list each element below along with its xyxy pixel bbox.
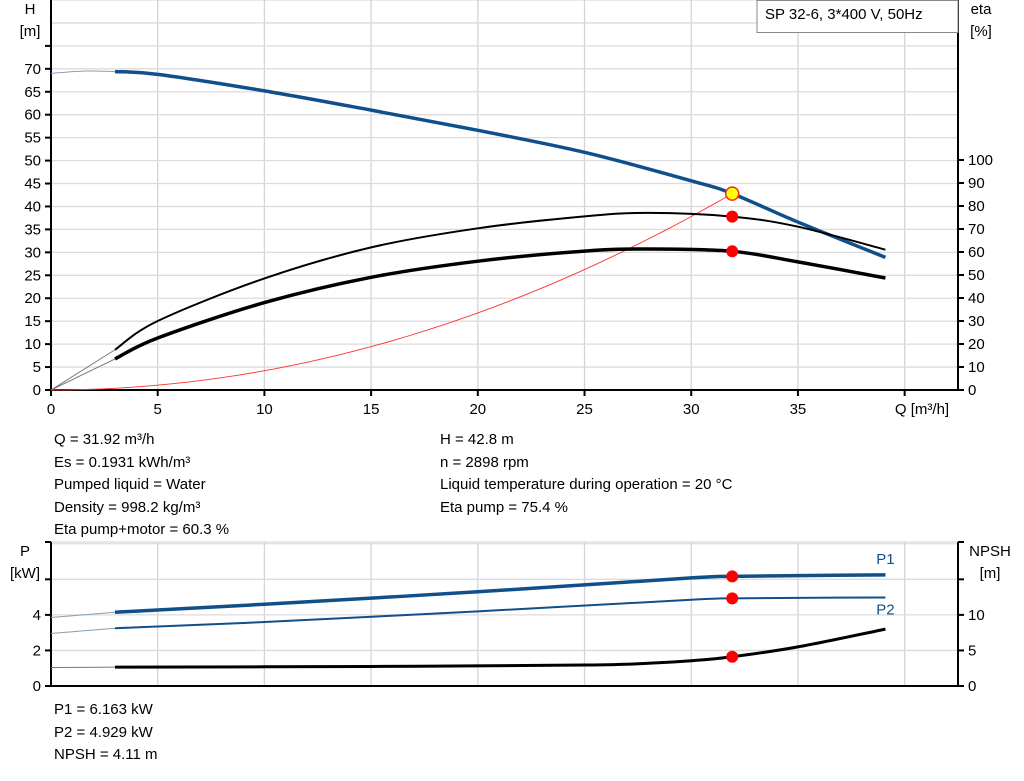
x-tick-label: 15 [363, 401, 380, 418]
npsh-curve [115, 627, 886, 669]
info-es: Es = 0.1931 kWh/m³ [54, 453, 191, 471]
x-tick-label: 30 [683, 401, 700, 418]
op-marker-p1 [726, 570, 739, 583]
x-tick-label: 5 [154, 401, 162, 418]
y2-tick-label: 20 [968, 336, 985, 353]
x-axis-label: Q [m³/h] [895, 401, 949, 418]
op-marker-eta-pump [726, 210, 739, 223]
info-n: n = 2898 rpm [440, 453, 529, 471]
op-marker-eta-total [726, 245, 739, 258]
y-tick-label: 35 [24, 221, 41, 238]
y-tick-label: 20 [24, 290, 41, 307]
y2-tick-label: 30 [968, 313, 985, 330]
p1-extrapolated-line [50, 611, 116, 619]
y2-tick-label: 100 [968, 152, 993, 169]
op-marker-npsh [726, 650, 739, 663]
h-curve [114, 69, 887, 260]
info-right: H = 42.8 m n = 2898 rpm Liquid temperatu… [440, 429, 732, 519]
x-tick-label: 10 [256, 401, 273, 418]
y-tick-label: 0 [33, 382, 41, 399]
y2-tick-label: 90 [968, 175, 985, 192]
op-marker-p2 [726, 592, 739, 605]
y-tick-label: 10 [24, 336, 41, 353]
system-curve [50, 193, 733, 391]
y2-tick-label: 0 [968, 382, 976, 399]
eta-total-extrapolated-line [50, 358, 116, 391]
info-eta-total: Eta pump+motor = 60.3 % [54, 521, 230, 538]
y-tick-label: 25 [24, 267, 41, 284]
y-tick-label: 50 [24, 153, 41, 170]
y2-axis-label: eta [971, 1, 993, 18]
y2-tick-label: 80 [968, 198, 985, 215]
info-p1: P1 = 6.163 kW [54, 701, 153, 718]
eta-total-curve [114, 247, 886, 361]
info-temp: Liquid temperature during operation = 20… [440, 476, 733, 493]
info-bottom: P1 = 6.163 kW P2 = 4.929 kW NPSH = 4.11 … [54, 699, 158, 767]
y2-axis-label: NPSH [969, 543, 1011, 560]
y-tick-label: 60 [24, 107, 41, 124]
y-tick-label: 4 [33, 607, 41, 624]
y-tick-label: 0 [33, 678, 41, 695]
x-tick-label: 35 [790, 401, 807, 418]
x-tick-label: 25 [576, 401, 593, 418]
info-eta-pump: Eta pump = 75.4 % [440, 498, 568, 516]
h-extrapolated-line [50, 70, 116, 74]
info-left: Q = 31.92 m³/h Es = 0.1931 kWh/m³ Pumped… [54, 429, 229, 542]
y-tick-label: 2 [33, 642, 41, 659]
x-tick-label: 0 [47, 401, 55, 418]
info-p2: P2 = 4.929 kW [54, 723, 153, 741]
info-liquid: Pumped liquid = Water [54, 476, 206, 493]
y2-axis-unit: [m] [980, 565, 1001, 582]
info-density: Density = 998.2 kg/m³ [54, 498, 201, 516]
y-axis-label: H [25, 1, 36, 18]
y-tick-label: 55 [24, 130, 41, 147]
title-box [756, 0, 959, 33]
series-label-p1: P1 [876, 551, 894, 568]
eta-pump-curve [114, 211, 886, 351]
y2-tick-label: 10 [968, 359, 985, 376]
y2-tick-label: 50 [968, 267, 985, 284]
op-marker-head [724, 186, 740, 201]
y2-tick-label: 40 [968, 290, 985, 307]
y-tick-label: 15 [24, 313, 41, 330]
series-label-p2: P2 [876, 601, 894, 618]
y2-axis-unit: [%] [970, 23, 992, 40]
y2-tick-label: 5 [968, 642, 976, 659]
p1-curve [114, 573, 886, 614]
info-h: H = 42.8 m [440, 431, 514, 448]
y-tick-label: 30 [24, 244, 41, 261]
eta-pump-extrapolated-line [50, 349, 116, 391]
info-q: Q = 31.92 m³/h [54, 431, 155, 448]
y2-tick-label: 70 [968, 221, 985, 238]
y-tick-label: 40 [24, 198, 41, 215]
y2-tick-label: 0 [968, 678, 976, 695]
chart-title: SP 32-6, 3*400 V, 50Hz [765, 6, 923, 23]
y-tick-label: 70 [24, 61, 41, 78]
y-tick-label: 45 [24, 176, 41, 193]
p2-extrapolated-line [50, 627, 116, 635]
y-axis-unit: [m] [20, 23, 41, 40]
y-tick-label: 65 [24, 84, 41, 101]
p2-curve [114, 596, 886, 630]
y2-tick-label: 60 [968, 244, 985, 261]
y-axis-unit: [kW] [10, 565, 40, 582]
info-npsh: NPSH = 4.11 m [54, 746, 158, 763]
y-axis-label: P [20, 543, 30, 560]
y2-tick-label: 10 [968, 607, 985, 624]
x-tick-label: 20 [469, 401, 486, 418]
y-tick-label: 5 [33, 359, 41, 376]
